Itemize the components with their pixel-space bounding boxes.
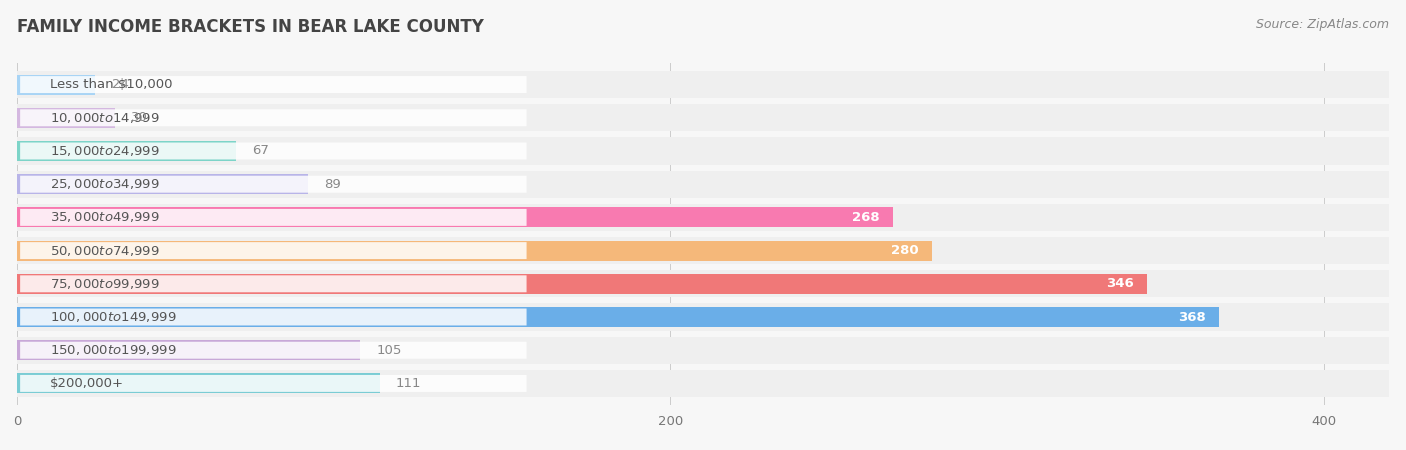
Text: $15,000 to $24,999: $15,000 to $24,999 xyxy=(49,144,159,158)
Text: 268: 268 xyxy=(852,211,879,224)
Text: $150,000 to $199,999: $150,000 to $199,999 xyxy=(49,343,176,357)
Bar xyxy=(17,270,1389,297)
Bar xyxy=(17,104,1389,131)
Bar xyxy=(17,207,893,227)
Bar xyxy=(17,141,236,161)
Text: Less than $10,000: Less than $10,000 xyxy=(49,78,172,91)
Text: 111: 111 xyxy=(396,377,422,390)
Bar xyxy=(17,274,1147,294)
Bar xyxy=(17,108,115,128)
Bar xyxy=(17,137,1389,165)
Bar xyxy=(17,374,380,393)
FancyBboxPatch shape xyxy=(20,143,527,159)
Bar xyxy=(17,241,932,261)
Bar xyxy=(17,303,1389,331)
Bar xyxy=(17,204,1389,231)
FancyBboxPatch shape xyxy=(20,275,527,292)
FancyBboxPatch shape xyxy=(20,342,527,359)
Text: $200,000+: $200,000+ xyxy=(49,377,124,390)
Text: $100,000 to $149,999: $100,000 to $149,999 xyxy=(49,310,176,324)
Bar xyxy=(17,174,308,194)
Text: 105: 105 xyxy=(377,344,402,357)
FancyBboxPatch shape xyxy=(20,242,527,259)
Text: 67: 67 xyxy=(252,144,269,158)
Bar xyxy=(17,71,1389,98)
FancyBboxPatch shape xyxy=(20,109,527,126)
Text: $35,000 to $49,999: $35,000 to $49,999 xyxy=(49,211,159,225)
Bar xyxy=(17,307,1219,327)
Text: $50,000 to $74,999: $50,000 to $74,999 xyxy=(49,243,159,257)
Text: 346: 346 xyxy=(1107,277,1135,290)
FancyBboxPatch shape xyxy=(20,76,527,93)
FancyBboxPatch shape xyxy=(20,375,527,392)
FancyBboxPatch shape xyxy=(20,309,527,325)
Text: $25,000 to $34,999: $25,000 to $34,999 xyxy=(49,177,159,191)
Text: 89: 89 xyxy=(323,178,340,191)
Bar xyxy=(17,171,1389,198)
FancyBboxPatch shape xyxy=(20,176,527,193)
Text: $75,000 to $99,999: $75,000 to $99,999 xyxy=(49,277,159,291)
Text: $10,000 to $14,999: $10,000 to $14,999 xyxy=(49,111,159,125)
Bar xyxy=(17,370,1389,397)
Text: 30: 30 xyxy=(131,111,148,124)
Bar xyxy=(17,337,1389,364)
FancyBboxPatch shape xyxy=(20,209,527,226)
Text: Source: ZipAtlas.com: Source: ZipAtlas.com xyxy=(1256,18,1389,31)
Text: 24: 24 xyxy=(111,78,128,91)
Text: FAMILY INCOME BRACKETS IN BEAR LAKE COUNTY: FAMILY INCOME BRACKETS IN BEAR LAKE COUN… xyxy=(17,18,484,36)
Bar xyxy=(17,340,360,360)
Bar xyxy=(17,237,1389,264)
Text: 280: 280 xyxy=(891,244,918,257)
Bar xyxy=(17,75,96,94)
Text: 368: 368 xyxy=(1178,310,1206,324)
